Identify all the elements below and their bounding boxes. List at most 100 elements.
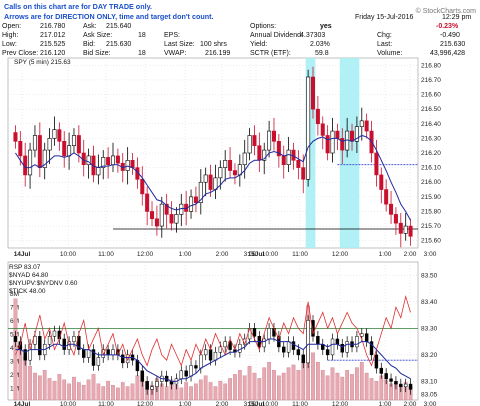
rsp-bar: [374, 354, 379, 369]
ask-value: 215.640: [106, 23, 132, 30]
x-tick-label: 2:00: [216, 401, 229, 406]
candle-body: [296, 160, 301, 168]
trade-note: Calls on this chart are for DAY TRADE on…: [2, 1, 216, 23]
rsp-bar: [272, 328, 276, 337]
candle-body: [232, 170, 237, 176]
candle-body: [130, 160, 135, 168]
rsp-bar: [33, 336, 37, 345]
candle-body: [228, 160, 233, 171]
volume-bar: [57, 374, 62, 401]
price-ma-line: [15, 134, 411, 221]
rsp-bar: [155, 381, 159, 387]
volume-bar: [364, 372, 369, 401]
volume-bar: [203, 375, 208, 401]
sctr-value: 59.8: [315, 50, 329, 57]
time-text: 12:29 pm: [442, 14, 472, 21]
price-y-tick: 215.70: [421, 223, 441, 230]
open-label: Open:: [2, 23, 22, 30]
volume-bar: [130, 383, 135, 401]
lower-y-tick: 83.50: [421, 272, 438, 279]
rsp-bar: [111, 349, 115, 356]
lower-y-tick: 83.05: [421, 392, 438, 399]
indicator-panel-frame: [7, 261, 419, 401]
volume-bar: [233, 374, 237, 401]
change-value: -0.490: [440, 32, 460, 39]
price-y-tick: 216.70: [421, 77, 441, 84]
candle-body: [18, 141, 23, 157]
bid-size-value: 18: [138, 50, 146, 57]
candle-body: [306, 76, 311, 180]
last-label: Last:: [377, 41, 393, 48]
candle-body: [364, 120, 369, 132]
rsp-bar: [121, 354, 125, 364]
rsp-bar: [282, 346, 286, 353]
last-size-value: 100 shrs: [200, 41, 227, 48]
prev-close-value: 216.120: [40, 50, 66, 57]
candle-body: [57, 129, 62, 142]
volume-bar: [72, 376, 76, 401]
price-y-tick: 216.20: [421, 150, 441, 157]
x-tick-label: 11:00: [98, 401, 114, 406]
volume-bar: [106, 380, 110, 401]
volume-bar: [120, 382, 125, 401]
rsp-bar: [238, 344, 242, 353]
rsp-bar: [72, 336, 76, 342]
volume-bar: [247, 366, 252, 401]
note-line-2: Arrows are for DIRECTION ONLY, time and …: [4, 12, 214, 21]
candle-body: [310, 76, 316, 110]
rsp-bar: [286, 341, 291, 353]
price-highlight: [305, 58, 316, 248]
candle-body: [96, 167, 101, 176]
candle-body: [174, 214, 179, 224]
candle-body: [252, 135, 257, 146]
x-tick-label: 12:00: [332, 401, 349, 406]
x-tick-label: 2:00: [404, 251, 417, 258]
volume-bar: [291, 364, 296, 401]
prev-close-label: Prev Close:: [2, 50, 39, 57]
volume-bar: [194, 383, 198, 401]
candle-body: [203, 174, 208, 183]
volume-bar: [276, 375, 281, 401]
candle-body: [140, 179, 145, 195]
volume-bar: [281, 372, 286, 401]
candle-body: [359, 120, 364, 127]
volume-bar: [164, 386, 169, 401]
lower-y-tick: 83.20: [421, 352, 438, 359]
x-tick-label: 2:00: [404, 401, 417, 406]
rsp-bar: [23, 349, 27, 361]
price-y-tick: 216.10: [421, 165, 441, 172]
rsp-bar: [355, 336, 359, 348]
rsp-bar: [399, 383, 403, 387]
volume-bar: [257, 378, 262, 401]
bid-label: Bid:: [83, 41, 96, 48]
candle-body: [47, 138, 52, 151]
volume-bar: [345, 370, 350, 401]
x-tick-label: 3:00: [424, 401, 437, 406]
candle-body: [267, 130, 272, 151]
rsp-bar: [38, 336, 42, 356]
candle-body: [86, 155, 91, 165]
volume-bar: [81, 384, 86, 401]
price-y-tick: 216.80: [421, 62, 441, 69]
candle-body: [398, 222, 403, 234]
volume-bar: [42, 370, 47, 401]
candle-body: [218, 167, 223, 179]
candle-body: [247, 135, 252, 154]
price-y-tick: 216.30: [421, 135, 441, 142]
volume-bar: [320, 370, 325, 401]
change-percent: -0.23%: [436, 23, 459, 30]
candle-body: [208, 174, 213, 190]
candle-body: [154, 218, 159, 227]
candle-body: [354, 126, 359, 142]
volume-bar: [189, 386, 193, 401]
candle-body: [242, 152, 247, 165]
rsp-bar: [91, 349, 96, 366]
yield-value: 2.03%: [310, 41, 330, 48]
x-tick-label: 10:00: [60, 401, 77, 406]
price-highlight: [339, 58, 360, 248]
volume-bar: [198, 379, 203, 401]
candle-body: [276, 141, 281, 157]
candle-body: [325, 135, 330, 154]
lower-ma-line: [15, 338, 411, 382]
volume-bar: [296, 370, 301, 401]
